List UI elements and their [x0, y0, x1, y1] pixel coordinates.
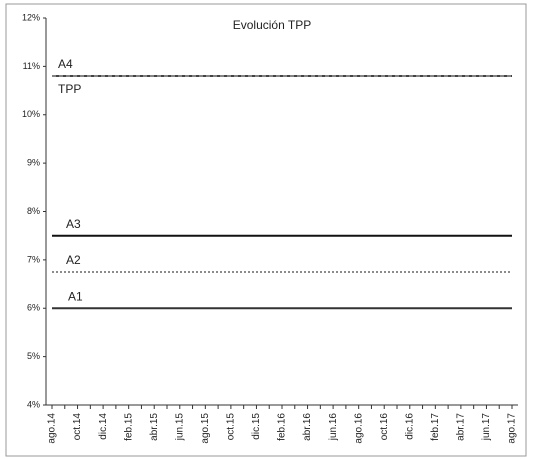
- y-tick-label: 8%: [27, 206, 40, 216]
- y-tick-label: 4%: [27, 399, 40, 409]
- x-tick-label: dic.14: [98, 413, 109, 440]
- x-tick-label: oct.15: [226, 413, 237, 441]
- x-tick-label: abr.16: [302, 413, 313, 441]
- x-tick-label: feb.15: [123, 413, 134, 441]
- x-tick-label: jun.15: [174, 413, 185, 442]
- y-tick-label: 5%: [27, 351, 40, 361]
- x-tick-label: jun.16: [328, 413, 339, 442]
- y-tick-label: 7%: [27, 254, 40, 264]
- series-label: A3: [66, 217, 81, 231]
- x-tick-label: ago.14: [47, 413, 58, 444]
- x-tick-label: dic.16: [404, 413, 415, 440]
- x-tick-label: abr.17: [456, 413, 467, 441]
- y-tick-label: 12%: [22, 12, 40, 22]
- chart-frame: [5, 3, 527, 457]
- x-tick-label: ago.16: [353, 413, 364, 444]
- series-label: A2: [66, 253, 81, 267]
- x-tick-label: feb.16: [277, 413, 288, 441]
- y-tick-label: 10%: [22, 109, 40, 119]
- y-tick-label: 11%: [23, 61, 40, 71]
- x-tick-label: dic.15: [251, 413, 262, 440]
- x-tick-label: ago.15: [200, 413, 211, 444]
- x-tick-label: oct.16: [379, 413, 390, 441]
- series-label: A4: [58, 57, 73, 71]
- x-tick-label: jun.17: [481, 413, 492, 442]
- x-tick-label: oct.14: [72, 413, 83, 441]
- y-tick-label: 6%: [27, 303, 40, 313]
- x-tick-label: feb.17: [430, 413, 441, 441]
- x-tick-label: ago.17: [507, 413, 518, 444]
- series-label: A1: [68, 289, 83, 303]
- y-tick-label: 9%: [27, 158, 40, 168]
- x-tick-label: abr.15: [149, 413, 160, 441]
- chart-title: Evolución TPP: [233, 18, 312, 32]
- series-label: TPP: [58, 82, 81, 96]
